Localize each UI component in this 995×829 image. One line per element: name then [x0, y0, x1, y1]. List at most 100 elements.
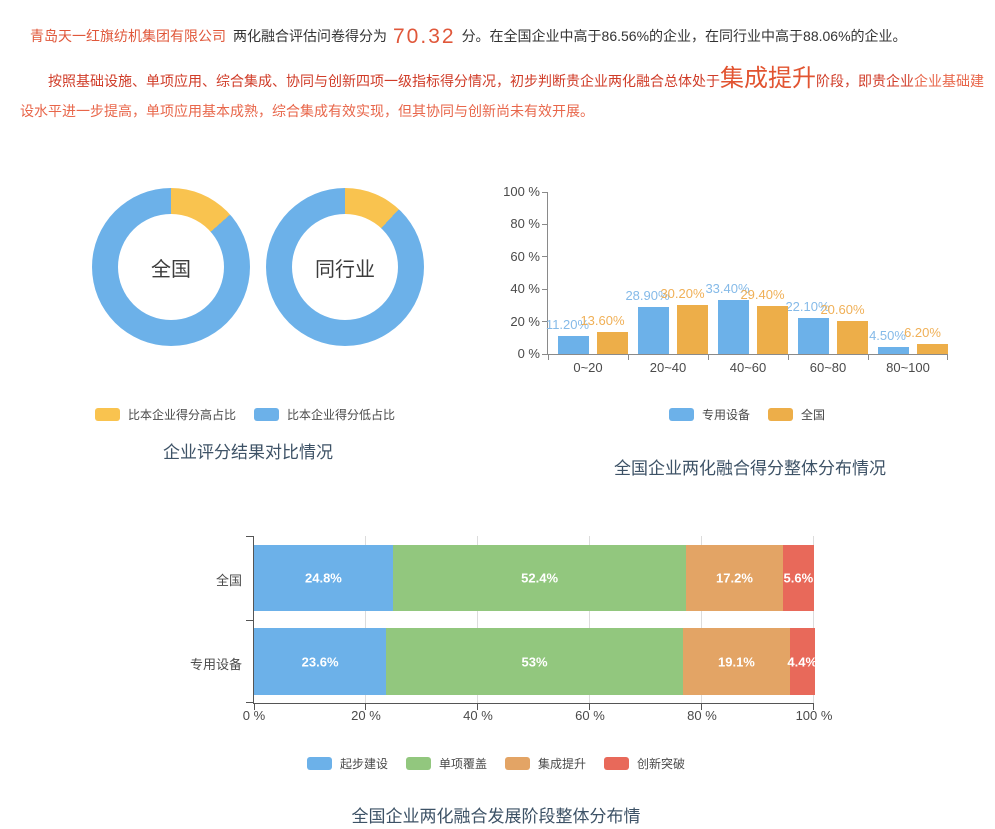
x-axis-tick	[589, 703, 590, 710]
legend-item-stage-integration[interactable]: 集成提升	[505, 755, 586, 772]
x-axis-tick	[947, 354, 948, 360]
donut-national-hole: 全国	[118, 214, 224, 320]
segment-起步建设	[254, 628, 387, 695]
x-axis-tick	[701, 703, 702, 710]
bar-全国	[757, 306, 788, 354]
bar-全国	[677, 305, 708, 354]
x-axis-label: 40~60	[729, 360, 767, 375]
segment-value-label: 19.1%	[718, 654, 755, 669]
assessment-stage: 集成提升	[720, 65, 816, 92]
segment-value-label: 4.4%	[787, 654, 818, 669]
stage-chart-title: 全国企业两化融合发展阶段整体分布情况	[351, 807, 641, 826]
bar-value-label: 4.50%	[869, 327, 906, 343]
legend-label: 单项覆盖	[438, 757, 487, 771]
grid-line	[589, 536, 590, 703]
x-axis-label: 80 %	[687, 708, 717, 723]
x-axis-tick	[788, 354, 789, 360]
y-axis-tick	[542, 191, 548, 193]
legend-label: 全国	[801, 408, 826, 422]
segment-value-label: 53%	[521, 654, 548, 669]
legend-label: 比本企业得分低占比	[287, 408, 396, 422]
legend-label: 比本企业得分高占比	[127, 408, 236, 422]
legend-item-stage-single[interactable]: 单项覆盖	[405, 755, 487, 772]
segment-创新突破	[789, 628, 815, 695]
x-axis-label: 20 %	[351, 708, 381, 723]
segment-创新突破	[782, 545, 814, 611]
score-summary: 青岛天一红旗纺机集团有限公司 两化融合评估问卷得分为 70.32 分。在全国企业中高于…	[30, 24, 980, 49]
special-equipment-swatch-icon	[668, 408, 694, 421]
bar-value-label: 29.40%	[740, 287, 785, 303]
assessment-mid: 阶段，即贵企业	[816, 73, 914, 89]
score-suffix: 分。在全国企业中高于86.56%的企业，在同行业中高于88.06%的企业。	[461, 28, 907, 44]
bar-value-label: 33.40%	[705, 280, 750, 296]
bar-value-label: 6.20%	[904, 324, 941, 340]
stage-start-swatch-icon	[306, 757, 332, 770]
grid-line	[701, 536, 702, 703]
segment-集成提升	[682, 628, 790, 695]
bar-value-label: 11.20%	[545, 316, 590, 332]
legend-item-lower-share[interactable]: 比本企业得分低占比	[254, 406, 395, 423]
segment-value-label: 5.6%	[783, 570, 814, 586]
score-value: 70.32	[393, 25, 456, 48]
stage-chart-legend: 起步建设 单项覆盖 集成提升 创新突破	[246, 755, 746, 772]
bar-专用设备	[638, 307, 669, 354]
assessment-detail: 企业基础建设水平进一步提高，单项应用基本成熟，综合集成有效实现，但其协同与创新尚…	[20, 73, 984, 119]
grid-line	[365, 536, 366, 703]
assessment-main: 按照基础设施、单项应用、综合集成、协同与创新四项一级指标得分情况，初步判断贵企业…	[48, 73, 720, 89]
legend-item-special-equipment[interactable]: 专用设备	[668, 406, 750, 423]
x-axis-tick	[548, 354, 549, 360]
y-axis-tick	[542, 256, 548, 258]
legend-label: 起步建设	[339, 757, 388, 771]
bar-value-label: 20.60%	[820, 301, 865, 317]
grid-line	[477, 536, 478, 703]
y-axis-tick	[542, 288, 548, 290]
stage-assessment: 按照基础设施、单项应用、综合集成、协同与创新四项一级指标得分情况，初步判断贵企业…	[20, 64, 988, 126]
donut-industry-hole: 同行业	[292, 214, 398, 320]
y-axis-label: 80 %	[510, 216, 540, 232]
category-label: 全国	[215, 573, 242, 588]
x-axis-tick	[365, 703, 366, 710]
bar-value-label: 13.60%	[580, 312, 625, 328]
segment-单项覆盖	[392, 545, 687, 611]
legend-label: 集成提升	[538, 757, 587, 771]
y-axis-label: 0 %	[517, 346, 540, 361]
score-chart-legend: 专用设备 全国	[592, 406, 902, 423]
donut-industry-label: 同行业	[315, 258, 375, 281]
x-axis-label: 60 %	[575, 708, 605, 723]
x-axis-label: 60~80	[809, 360, 847, 375]
y-axis-tick	[246, 620, 254, 621]
score-chart-title: 全国企业两化融合得分整体分布情况	[614, 459, 886, 478]
y-axis-label: 40 %	[510, 281, 540, 297]
y-axis-tick	[246, 536, 254, 537]
segment-value-label: 24.8%	[305, 570, 342, 586]
x-axis-label: 0~20	[573, 360, 603, 375]
segment-value-label: 23.6%	[301, 654, 339, 669]
x-axis-tick	[628, 354, 629, 360]
x-axis-label: 80~100	[886, 360, 930, 375]
legend-item-national[interactable]: 全国	[768, 406, 825, 423]
bar-全国	[597, 331, 628, 354]
legend-item-stage-innovation[interactable]: 创新突破	[604, 755, 685, 772]
legend-item-higher-share[interactable]: 比本企业得分高占比	[94, 406, 236, 423]
company-name: 青岛天一红旗纺机集团有限公司	[30, 28, 226, 44]
bar-value-label: 28.90%	[625, 288, 670, 304]
bar-value-label: 30.20%	[660, 286, 705, 302]
stage-chart-plot: 0 % 20 % 40 % 60 % 80 % 100 % 全国 24.8% 52.4% 17.2…	[190, 536, 832, 723]
grid-line	[813, 536, 814, 703]
donut-national: 全国	[92, 188, 250, 346]
score-prefix: 两化融合评估问卷得分为	[233, 28, 387, 44]
y-axis-tick	[542, 321, 548, 323]
legend-label: 专用设备	[701, 408, 750, 422]
lower-share-swatch-icon	[254, 408, 279, 421]
higher-share-swatch-icon	[94, 408, 120, 421]
x-axis-label: 40 %	[463, 708, 493, 723]
legend-item-stage-start[interactable]: 起步建设	[306, 755, 388, 772]
x-axis-label: 20~40	[649, 360, 687, 375]
segment-value-label: 17.2%	[716, 570, 753, 586]
y-axis-label: 20 %	[510, 313, 540, 329]
x-axis-tick	[708, 354, 709, 360]
x-axis-tick	[813, 703, 814, 710]
bar-专用设备	[878, 346, 909, 354]
segment-value-label: 52.4%	[521, 570, 559, 586]
national-swatch-icon	[768, 408, 793, 421]
